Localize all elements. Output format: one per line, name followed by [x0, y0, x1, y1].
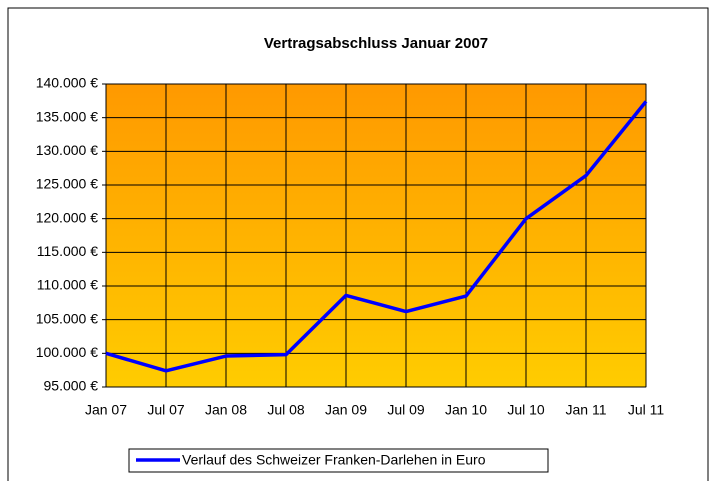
x-tick-label: Jan 11	[566, 402, 607, 418]
x-tick-label: Jul 10	[507, 402, 545, 418]
x-tick-label: Jul 09	[387, 402, 425, 418]
y-tick-label: 110.000 €	[37, 277, 98, 293]
chart-title: Vertragsabschluss Januar 2007	[264, 35, 488, 52]
y-tick-label: 105.000 €	[36, 310, 98, 326]
y-tick-label: 115.000 €	[37, 243, 98, 259]
y-tick-label: 130.000 €	[36, 142, 98, 158]
y-tick-label: 125.000 €	[36, 176, 98, 192]
x-tick-label: Jan 07	[85, 402, 127, 418]
x-tick-label: Jul 07	[147, 402, 185, 418]
plot-area	[105, 83, 647, 388]
legend-label: Verlauf des Schweizer Franken-Darlehen i…	[182, 452, 486, 468]
x-tick-label: Jan 08	[205, 402, 247, 418]
x-tick-label: Jul 08	[267, 402, 305, 418]
y-tick-label: 120.000 €	[36, 209, 98, 225]
y-tick-label: 95.000 €	[44, 378, 99, 394]
x-tick-label: Jan 10	[445, 402, 487, 418]
x-tick-label: Jan 09	[325, 402, 367, 418]
y-tick-label: 135.000 €	[36, 108, 98, 124]
x-tick-label: Jul 11	[628, 402, 665, 418]
legend-box	[128, 448, 549, 473]
y-tick-label: 140.000 €	[36, 75, 98, 91]
line-series	[105, 100, 648, 373]
y-tick-label: 100.000 €	[36, 344, 98, 360]
